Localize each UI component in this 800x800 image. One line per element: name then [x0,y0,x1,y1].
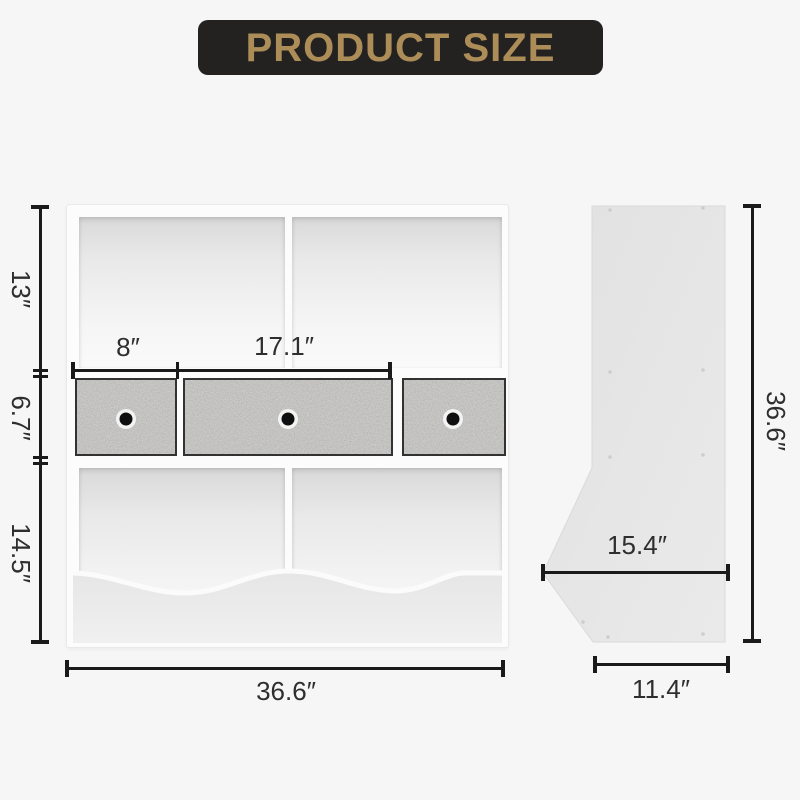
top-right-cubby [292,217,502,368]
dim-tick [501,660,505,677]
dim-label-large-drawer-width: 17.1″ [254,331,314,361]
fabric-drawer-right [402,378,506,456]
side-panel-screw-holes [581,206,705,639]
dim-label-drawer-section-height: 6.7″ [6,395,36,441]
dim-line [39,207,42,643]
dim-tick [593,656,597,673]
dim-label-small-drawer-width: 8″ [116,332,140,362]
drawer-handle-hole-icon [281,412,295,426]
toybox-wave-panel [73,568,502,643]
dim-tick [743,639,761,643]
dim-tick [71,362,75,379]
page-title: PRODUCT SIZE [245,25,556,70]
dim-tick [541,564,545,581]
dim-tick [726,656,730,673]
front-view-cabinet [67,205,508,647]
dim-tick [33,456,48,459]
dim-line [751,206,754,642]
dim-tick [743,204,761,208]
drawer-handle-hole-icon [446,412,460,426]
title-banner: PRODUCT SIZE [198,20,603,75]
side-panel-shape [542,205,726,643]
dim-label-base-depth: 15.4″ [607,530,667,560]
fabric-drawer-middle [183,378,393,456]
dim-label-top-cubby-height: 13″ [6,269,36,309]
dim-tick [176,362,179,379]
fabric-drawer-left [75,378,177,456]
drawer-border [183,378,393,456]
drawer-border [75,378,177,456]
dim-label-top-depth: 11.4″ [632,674,690,704]
dim-line [595,663,728,666]
dim-tick [726,564,730,581]
side-view-panel [542,205,726,643]
dim-line [67,667,503,670]
wave-panel-shape [73,573,502,643]
drawer-row [75,378,506,456]
dim-tick [31,205,49,209]
dim-label-overall-width: 36.6″ [256,676,316,706]
dim-tick [31,640,49,644]
dim-tick [65,660,69,677]
drawer-handle-hole-icon [119,412,133,426]
drawer-border [402,378,506,456]
dim-tick [388,362,392,379]
dim-label-bottom-section-height: 14.5″ [6,523,36,583]
wave-panel-edge-highlight [73,568,502,596]
dim-tick [33,375,48,378]
dim-tick [33,462,48,465]
top-left-cubby [79,217,285,368]
dim-label-overall-height: 36.6″ [761,391,791,451]
dim-line [543,571,728,574]
dim-tick [33,369,48,372]
dim-line [73,369,390,372]
